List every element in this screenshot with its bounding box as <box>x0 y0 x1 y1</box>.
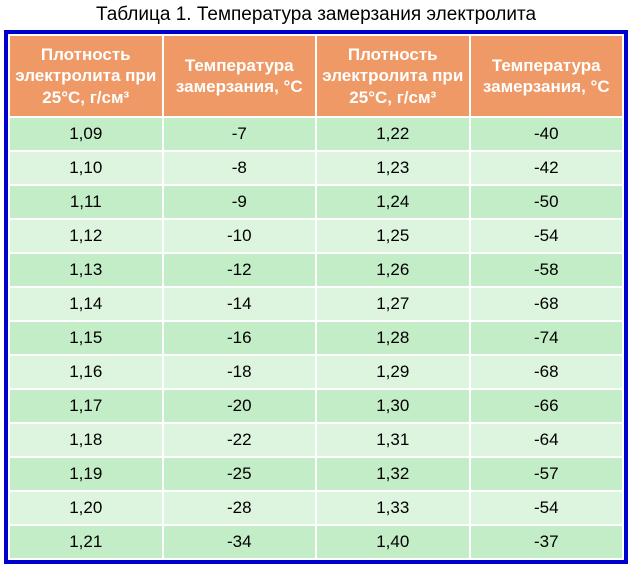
table-cell: 1,31 <box>316 423 470 457</box>
table-row: 1,21-341,40-37 <box>9 525 623 559</box>
table-cell: 1,22 <box>316 117 470 151</box>
table-cell: -8 <box>163 151 317 185</box>
col-header-temp-2: Температура замерзания, °С <box>470 35 624 117</box>
table-cell: -12 <box>163 253 317 287</box>
table-cell: -74 <box>470 321 624 355</box>
table-cell: 1,17 <box>9 389 163 423</box>
table-cell: -40 <box>470 117 624 151</box>
table-cell: 1,24 <box>316 185 470 219</box>
table-border: Плотность электролита при 25°С, г/см³ Те… <box>4 30 628 564</box>
table-cell: 1,25 <box>316 219 470 253</box>
table-row: 1,15-161,28-74 <box>9 321 623 355</box>
col-header-density-2: Плотность электролита при 25°С, г/см³ <box>316 35 470 117</box>
table-title: Таблица 1. Температура замерзания электр… <box>0 0 632 30</box>
table-cell: -7 <box>163 117 317 151</box>
table-cell: -68 <box>470 287 624 321</box>
table-cell: 1,09 <box>9 117 163 151</box>
table-cell: -54 <box>470 219 624 253</box>
electrolyte-table: Плотность электролита при 25°С, г/см³ Те… <box>8 34 624 560</box>
table-cell: -64 <box>470 423 624 457</box>
table-cell: -58 <box>470 253 624 287</box>
table-row: 1,14-141,27-68 <box>9 287 623 321</box>
table-row: 1,12-101,25-54 <box>9 219 623 253</box>
table-cell: 1,20 <box>9 491 163 525</box>
col-header-temp-1: Температура замерзания, °С <box>163 35 317 117</box>
table-cell: -54 <box>470 491 624 525</box>
table-cell: -42 <box>470 151 624 185</box>
table-row: 1,09-71,22-40 <box>9 117 623 151</box>
table-cell: 1,30 <box>316 389 470 423</box>
page: Таблица 1. Температура замерзания электр… <box>0 0 632 564</box>
table-row: 1,13-121,26-58 <box>9 253 623 287</box>
col-header-density-1: Плотность электролита при 25°С, г/см³ <box>9 35 163 117</box>
table-cell: 1,15 <box>9 321 163 355</box>
table-cell: 1,21 <box>9 525 163 559</box>
table-cell: 1,12 <box>9 219 163 253</box>
table-header-row: Плотность электролита при 25°С, г/см³ Те… <box>9 35 623 117</box>
table-cell: 1,16 <box>9 355 163 389</box>
table-cell: -20 <box>163 389 317 423</box>
table-cell: -10 <box>163 219 317 253</box>
table-cell: 1,14 <box>9 287 163 321</box>
table-cell: 1,27 <box>316 287 470 321</box>
table-cell: 1,10 <box>9 151 163 185</box>
table-cell: -57 <box>470 457 624 491</box>
table-body: 1,09-71,22-401,10-81,23-421,11-91,24-501… <box>9 117 623 559</box>
table-cell: -66 <box>470 389 624 423</box>
table-cell: -16 <box>163 321 317 355</box>
table-cell: 1,29 <box>316 355 470 389</box>
table-cell: -22 <box>163 423 317 457</box>
table-cell: -37 <box>470 525 624 559</box>
table-cell: -18 <box>163 355 317 389</box>
table-cell: 1,18 <box>9 423 163 457</box>
table-cell: -28 <box>163 491 317 525</box>
table-row: 1,10-81,23-42 <box>9 151 623 185</box>
table-cell: 1,28 <box>316 321 470 355</box>
table-cell: -25 <box>163 457 317 491</box>
table-cell: 1,11 <box>9 185 163 219</box>
table-row: 1,19-251,32-57 <box>9 457 623 491</box>
table-cell: 1,33 <box>316 491 470 525</box>
table-cell: -9 <box>163 185 317 219</box>
table-cell: 1,19 <box>9 457 163 491</box>
table-cell: -50 <box>470 185 624 219</box>
table-row: 1,16-181,29-68 <box>9 355 623 389</box>
table-cell: -34 <box>163 525 317 559</box>
table-cell: 1,13 <box>9 253 163 287</box>
table-cell: -68 <box>470 355 624 389</box>
table-cell: 1,23 <box>316 151 470 185</box>
table-cell: 1,40 <box>316 525 470 559</box>
table-cell: 1,32 <box>316 457 470 491</box>
table-row: 1,11-91,24-50 <box>9 185 623 219</box>
table-cell: 1,26 <box>316 253 470 287</box>
table-cell: -14 <box>163 287 317 321</box>
table-row: 1,17-201,30-66 <box>9 389 623 423</box>
table-row: 1,20-281,33-54 <box>9 491 623 525</box>
table-row: 1,18-221,31-64 <box>9 423 623 457</box>
